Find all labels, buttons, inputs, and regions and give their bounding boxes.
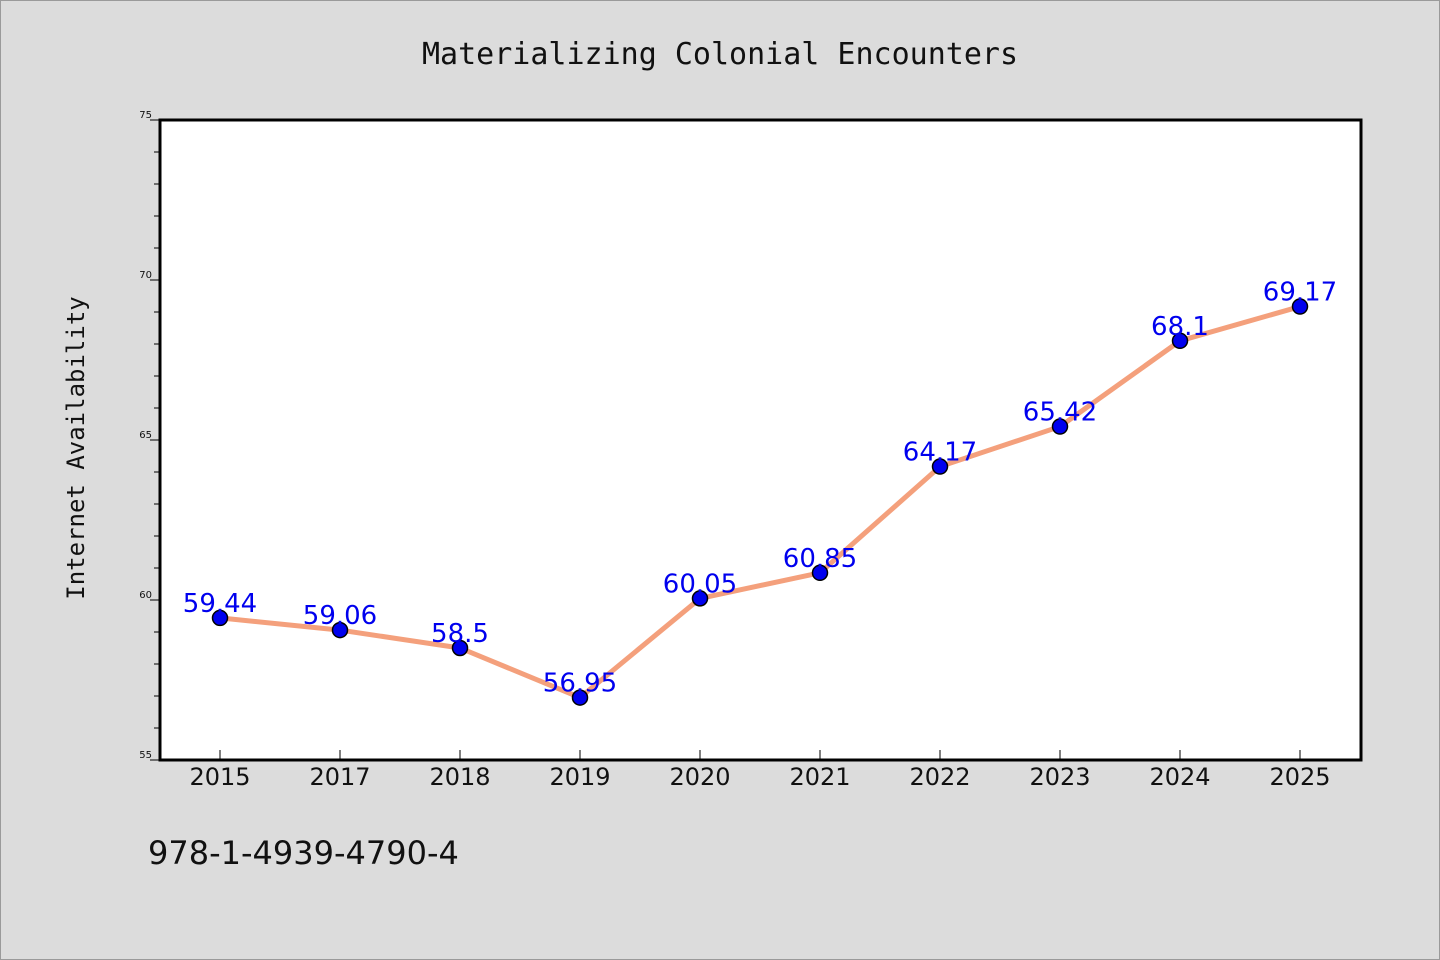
x-tick-label: 2019 [549,763,610,791]
footer-text: 978-1-4939-4790-4 [148,834,459,872]
y-tick-label: 55 [139,750,152,761]
x-axis: 2015 2017 2018 2019 2020 2021 2022 2023 2024 2025 [189,750,1331,791]
data-label: 56.95 [543,669,617,699]
data-point [691,590,709,607]
y-tick-label: 75 [139,110,152,121]
x-tick-label: 2023 [1029,763,1090,791]
data-labels: 59.44 59.06 58.5 56.95 60.05 60.85 64.17 65.42 6… [183,278,1337,699]
data-label: 59.06 [303,601,377,631]
y-tick-label: 60 [139,590,152,601]
data-point [931,458,949,475]
x-tick-label: 2020 [669,763,730,791]
data-label: 58.5 [431,619,489,649]
series-line [217,304,1303,701]
x-tick-label: 2017 [309,763,370,791]
plot-area [158,118,1363,762]
data-label: 65.42 [1023,398,1097,428]
chart-title: Materializing Colonial Encounters [422,37,1018,72]
data-label: 68.1 [1151,312,1209,342]
data-point [1171,332,1189,350]
x-tick-label: 2021 [789,763,850,791]
data-point [571,689,589,706]
data-label: 59.44 [183,589,257,619]
data-label: 64.17 [903,438,977,468]
x-tick-label: 2018 [429,763,490,791]
data-point [451,639,469,657]
data-point [811,564,829,582]
data-point [1051,418,1069,435]
y-axis: 55 60 65 70 75 [139,110,160,761]
y-axis-label: Internet Availability [62,296,90,599]
data-label: 69.17 [1263,278,1337,308]
y-tick-label: 70 [139,270,152,281]
x-tick-label: 2022 [909,763,970,791]
x-tick-label: 2025 [1269,763,1330,791]
data-label: 60.85 [783,544,857,574]
data-point [1291,298,1309,315]
data-point [331,621,349,639]
data-label: 60.05 [663,569,737,599]
data-point [211,609,229,627]
series-line-group [211,298,1309,706]
x-tick-label: 2024 [1149,763,1210,791]
y-tick-label: 65 [139,430,152,441]
x-tick-label: 2015 [189,763,250,791]
